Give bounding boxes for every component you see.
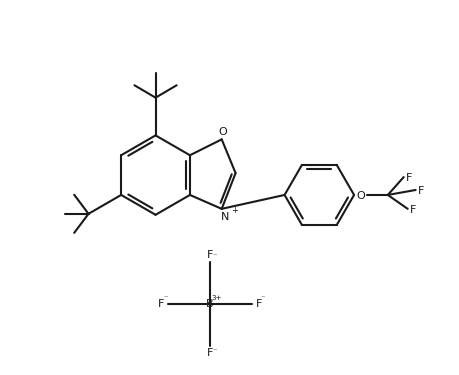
Text: B: B	[207, 299, 214, 309]
Text: F: F	[256, 299, 262, 309]
Text: N: N	[220, 212, 229, 222]
Text: F: F	[409, 205, 416, 215]
Text: O: O	[357, 191, 365, 201]
Text: F: F	[207, 348, 213, 358]
Text: ⁻: ⁻	[213, 346, 217, 355]
Text: O: O	[218, 128, 227, 137]
Text: F: F	[405, 173, 412, 183]
Text: 3+: 3+	[212, 295, 222, 301]
Text: F: F	[207, 251, 213, 261]
Text: ⁻: ⁻	[163, 294, 168, 303]
Text: F: F	[417, 186, 424, 196]
Text: ⁻: ⁻	[213, 251, 217, 260]
Text: F: F	[158, 299, 165, 309]
Text: +: +	[231, 206, 238, 215]
Text: ⁻: ⁻	[261, 294, 265, 303]
